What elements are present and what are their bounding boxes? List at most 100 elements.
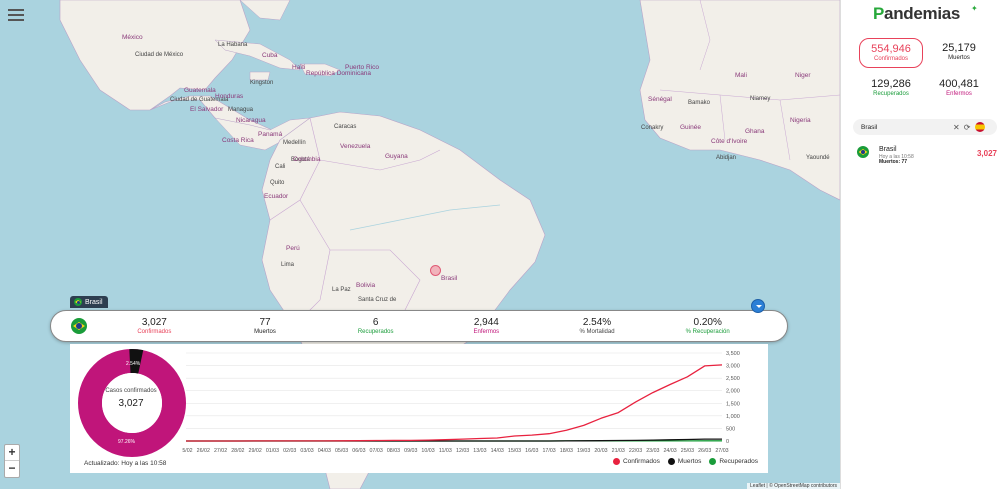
map-label: Abidjan: [716, 155, 737, 161]
stat-label: Enfermos: [473, 329, 500, 335]
x-tick-label: 20/03: [594, 448, 607, 454]
x-tick-label: 07/03: [370, 448, 383, 454]
menu-icon[interactable]: [8, 9, 24, 21]
map-label: Ghana: [745, 128, 765, 135]
map-label: Perú: [286, 245, 300, 252]
map-label: Honduras: [215, 93, 244, 100]
search-result-item[interactable]: Brasil Hoy a las 10:58 Muertos: 77 3,027: [857, 146, 997, 168]
y-tick-label: 1,000: [726, 414, 740, 420]
map-label: Nicaragua: [236, 117, 266, 124]
map-label: Bogotá: [291, 157, 311, 163]
stat-deaths: 77 Muertos: [210, 317, 321, 335]
map-label: Puerto Rico: [345, 64, 379, 71]
cases-donut-chart: [78, 349, 186, 457]
map-label: El Salvador: [190, 106, 224, 113]
country-marker[interactable]: [430, 265, 441, 276]
stat-value: 3,027: [141, 317, 167, 328]
x-tick-label: 15/03: [508, 448, 521, 454]
map-label: Medellín: [283, 140, 306, 146]
map-label: Ciudad de Guatemala: [170, 97, 229, 103]
series-line-confirmados[interactable]: [186, 364, 723, 442]
global-confirmed-tile[interactable]: 554,946 Confirmados: [859, 38, 923, 68]
legend-item-confirmed[interactable]: Confirmados: [612, 458, 660, 465]
map-label: México: [122, 34, 143, 41]
map-label: Kingston: [250, 80, 274, 86]
brazil-flag-icon: [74, 298, 82, 306]
x-tick-label: 01/03: [266, 448, 279, 454]
map-label: Conakry: [641, 125, 664, 131]
x-tick-label: 12/03: [456, 448, 469, 454]
sidebar: Pandemias ✦ 554,946 Confirmados 25,179 M…: [840, 0, 1000, 489]
stat-label: Recuperados: [357, 329, 394, 335]
global-sick-tile[interactable]: 400,481 Enfermos: [927, 74, 991, 104]
donut-center-label: Casos confirmados: [105, 388, 157, 394]
global-deaths-tile[interactable]: 25,179 Muertos: [927, 38, 991, 68]
country-search-input[interactable]: [861, 123, 949, 131]
country-tab-label: Brasil: [85, 298, 103, 306]
map-label: Bolivia: [356, 282, 376, 289]
collapse-panel-button[interactable]: [751, 299, 765, 313]
map-label: Niamey: [750, 96, 771, 102]
country-tab[interactable]: Brasil: [70, 296, 108, 308]
map-label: Lima: [281, 262, 295, 268]
x-tick-label: 03/03: [300, 448, 313, 454]
map-label: La Paz: [332, 287, 351, 293]
result-confirmed-count: 3,027: [976, 149, 997, 158]
refresh-icon[interactable]: ⟳: [963, 122, 971, 132]
map-label: Yaoundé: [806, 155, 830, 161]
x-tick-label: 28/02: [231, 448, 244, 454]
zoom-out-button[interactable]: −: [8, 461, 16, 475]
donut-pct-small: 2.54%: [126, 361, 141, 367]
stat-value: 0.20%: [693, 317, 722, 328]
brazil-flag-icon: [71, 318, 87, 334]
spain-flag-language-icon[interactable]: [975, 122, 986, 132]
stat-sick: 2,944 Enfermos: [431, 317, 542, 335]
map-label: Mali: [735, 72, 747, 79]
map-label: Quito: [270, 180, 285, 186]
map-label: Guatemala: [184, 87, 216, 94]
y-tick-label: 500: [726, 426, 735, 432]
brand-logo: Pandemias: [873, 4, 960, 24]
x-tick-label: 22/03: [629, 448, 642, 454]
map-label: Colombia: [293, 156, 321, 163]
legend-label: Confirmados: [622, 458, 660, 465]
map-label: República Dominicana: [306, 70, 372, 77]
donut-center-value: 3,027: [118, 398, 144, 409]
map-label: Niger: [795, 72, 811, 79]
tile-value: 554,946: [871, 43, 911, 55]
zoom-control: + −: [4, 444, 20, 478]
map-label: Ecuador: [264, 193, 289, 200]
x-tick-label: 25/02: [182, 448, 193, 454]
zoom-in-button[interactable]: +: [5, 445, 19, 461]
x-tick-label: 06/03: [352, 448, 365, 454]
stat-label: % Recuperación: [685, 329, 730, 335]
x-tick-label: 27/03: [715, 448, 728, 454]
stat-value: 2,944: [473, 317, 499, 328]
map-label: Ciudad de México: [135, 52, 184, 58]
donut-pct-main: 97.26%: [118, 439, 135, 445]
map-attribution[interactable]: Leaflet | © OpenStreetMap contributors: [747, 483, 840, 489]
map-label: Santa Cruz de: [358, 297, 397, 303]
x-tick-label: 26/03: [698, 448, 711, 454]
brazil-flag-icon: [857, 146, 869, 158]
x-tick-label: 24/03: [663, 448, 676, 454]
legend-item-deaths[interactable]: Muertos: [667, 458, 702, 465]
x-tick-label: 19/03: [577, 448, 590, 454]
tile-label: Muertos: [948, 55, 970, 61]
close-icon[interactable]: ✕: [953, 122, 960, 132]
x-tick-label: 04/03: [318, 448, 331, 454]
stat-value: 77: [259, 317, 271, 328]
y-tick-label: 1,500: [726, 401, 740, 407]
legend-dot: [709, 458, 717, 465]
map-label: Cali: [275, 164, 286, 170]
stat-value: 6: [372, 317, 379, 328]
map-label: Venezuela: [340, 143, 371, 150]
result-updated-time: Hoy a las 10:58: [879, 154, 914, 160]
legend-item-recovered[interactable]: Recuperados: [709, 458, 758, 465]
global-recovered-tile[interactable]: 129,286 Recuperados: [859, 74, 923, 104]
map-label: Côte d'Ivoire: [711, 138, 748, 145]
legend-label: Muertos: [677, 458, 702, 465]
x-tick-label: 08/03: [387, 448, 400, 454]
map-label: Cuba: [262, 52, 278, 59]
